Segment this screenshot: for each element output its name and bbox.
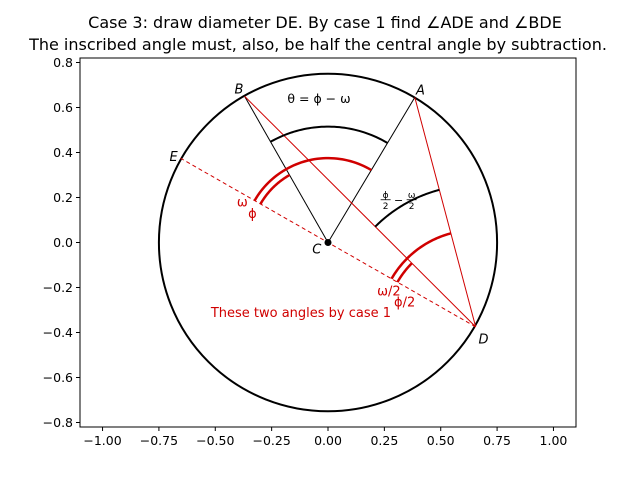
y-tick-label: −0.6 xyxy=(43,370,73,385)
x-tick-label: −0.50 xyxy=(196,433,234,448)
point-label-b: B xyxy=(234,83,243,98)
segment-ad xyxy=(414,97,477,328)
diagram xyxy=(157,72,499,413)
x-tick-label: −0.75 xyxy=(140,433,178,448)
label-half-diff-minus: − xyxy=(394,194,403,207)
y-tick-label: 0.4 xyxy=(53,145,73,160)
label-omega: ω xyxy=(237,196,248,211)
y-tick-label: −0.2 xyxy=(43,280,73,295)
segment-ca xyxy=(327,97,416,243)
x-tick-label: 0.50 xyxy=(427,433,455,448)
arc-omega xyxy=(259,173,291,205)
point-label-d: D xyxy=(479,332,489,347)
x-tick-label: −0.25 xyxy=(252,433,290,448)
label-theta: θ = ϕ − ω xyxy=(287,91,350,106)
label-half-diff-phi: ϕ xyxy=(383,191,389,201)
x-tick-label: 0.00 xyxy=(314,433,342,448)
point-label-e: E xyxy=(169,150,178,165)
axes-ticks: −1.00 −0.75 −0.50 −0.25 0.00 0.25 0.50 0.75 1.00… xyxy=(43,55,568,448)
label-half-diff-omega: ω xyxy=(408,191,416,201)
point-label-c: C xyxy=(312,242,322,257)
x-tick-label: 0.25 xyxy=(370,433,398,448)
arc-theta xyxy=(270,125,389,144)
chart-title-line1: Case 3: draw diameter DE. By case 1 find… xyxy=(88,13,562,32)
label-phi: ϕ xyxy=(248,207,257,222)
x-tick-label: 0.75 xyxy=(483,433,511,448)
y-tick-label: 0.8 xyxy=(53,55,73,70)
arc-omega-half xyxy=(396,262,413,283)
y-tick-label: 0.6 xyxy=(53,100,73,115)
y-tick-label: −0.8 xyxy=(43,415,73,430)
label-half-diff-den-1: 2 xyxy=(383,202,389,212)
arc-half-difference xyxy=(374,188,440,228)
label-half-diff-den-2: 2 xyxy=(409,202,415,212)
x-tick-label: 1.00 xyxy=(540,433,568,448)
point-label-a: A xyxy=(415,84,425,99)
x-tick-label: −1.00 xyxy=(83,433,121,448)
label-phi-half: ϕ/2 xyxy=(394,296,415,311)
y-tick-label: 0.2 xyxy=(53,190,73,205)
arc-phi-half xyxy=(390,232,452,280)
y-tick-label: −0.4 xyxy=(43,325,73,340)
y-tick-label: 0.0 xyxy=(53,235,73,250)
chart-title-line2: The inscribed angle must, also, be half … xyxy=(28,35,607,54)
arc-phi xyxy=(253,156,372,202)
circle xyxy=(157,72,499,413)
center-point-marker xyxy=(324,239,332,246)
annotation-case1: These two angles by case 1 xyxy=(210,306,391,321)
label-omega-half: ω/2 xyxy=(377,284,401,299)
